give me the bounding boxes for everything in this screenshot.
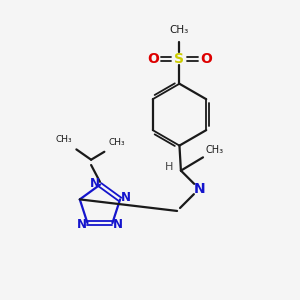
- Text: N: N: [90, 177, 100, 190]
- Text: CH₃: CH₃: [109, 138, 125, 147]
- Text: CH₃: CH₃: [170, 25, 189, 35]
- Text: N: N: [120, 191, 130, 204]
- Text: CH₃: CH₃: [206, 145, 224, 155]
- Text: N: N: [194, 182, 205, 196]
- Text: N: N: [77, 218, 87, 231]
- Text: H: H: [165, 162, 174, 172]
- Text: CH₃: CH₃: [55, 135, 72, 144]
- Text: N: N: [113, 218, 123, 231]
- Text: O: O: [147, 52, 159, 66]
- Text: S: S: [174, 52, 184, 66]
- Text: O: O: [200, 52, 212, 66]
